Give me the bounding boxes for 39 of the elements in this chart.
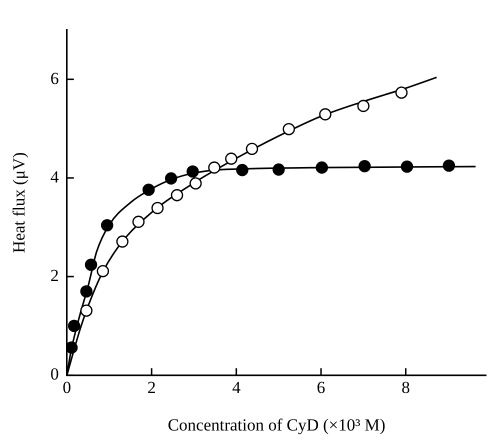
point bbox=[132, 216, 145, 228]
point bbox=[357, 100, 370, 112]
point bbox=[68, 320, 80, 332]
x-tick-label: 2 bbox=[147, 378, 156, 397]
point bbox=[272, 163, 285, 176]
point bbox=[319, 108, 332, 120]
point bbox=[142, 184, 155, 196]
point bbox=[400, 160, 414, 173]
x-axis-title: Concentration of CyD (×10³ M) bbox=[168, 415, 386, 434]
point bbox=[316, 161, 328, 174]
y-tick-label: 2 bbox=[50, 266, 59, 286]
y-tick-label: 6 bbox=[50, 68, 59, 88]
point bbox=[164, 172, 178, 185]
point bbox=[208, 161, 220, 174]
point bbox=[358, 160, 371, 172]
point bbox=[186, 165, 199, 178]
point bbox=[151, 202, 164, 214]
x-tick-label: 8 bbox=[401, 378, 410, 397]
point bbox=[80, 304, 93, 317]
point bbox=[80, 285, 93, 298]
point bbox=[96, 264, 110, 278]
point bbox=[225, 152, 238, 165]
y-axis-title: Heat flux (μV) bbox=[10, 152, 29, 253]
x-tick-label: 6 bbox=[316, 378, 326, 397]
point bbox=[190, 177, 202, 190]
point bbox=[395, 86, 408, 99]
point bbox=[236, 164, 248, 176]
point bbox=[170, 189, 184, 202]
point bbox=[100, 219, 114, 232]
x-tick-label: 4 bbox=[232, 378, 242, 397]
point bbox=[84, 258, 98, 271]
point bbox=[442, 159, 456, 172]
x-tick-label: 0 bbox=[62, 378, 72, 397]
point bbox=[66, 341, 78, 354]
point bbox=[282, 122, 295, 136]
y-tick-label: 4 bbox=[50, 167, 60, 186]
point bbox=[246, 142, 258, 155]
point bbox=[116, 235, 129, 248]
y-tick-label: 0 bbox=[50, 364, 59, 384]
